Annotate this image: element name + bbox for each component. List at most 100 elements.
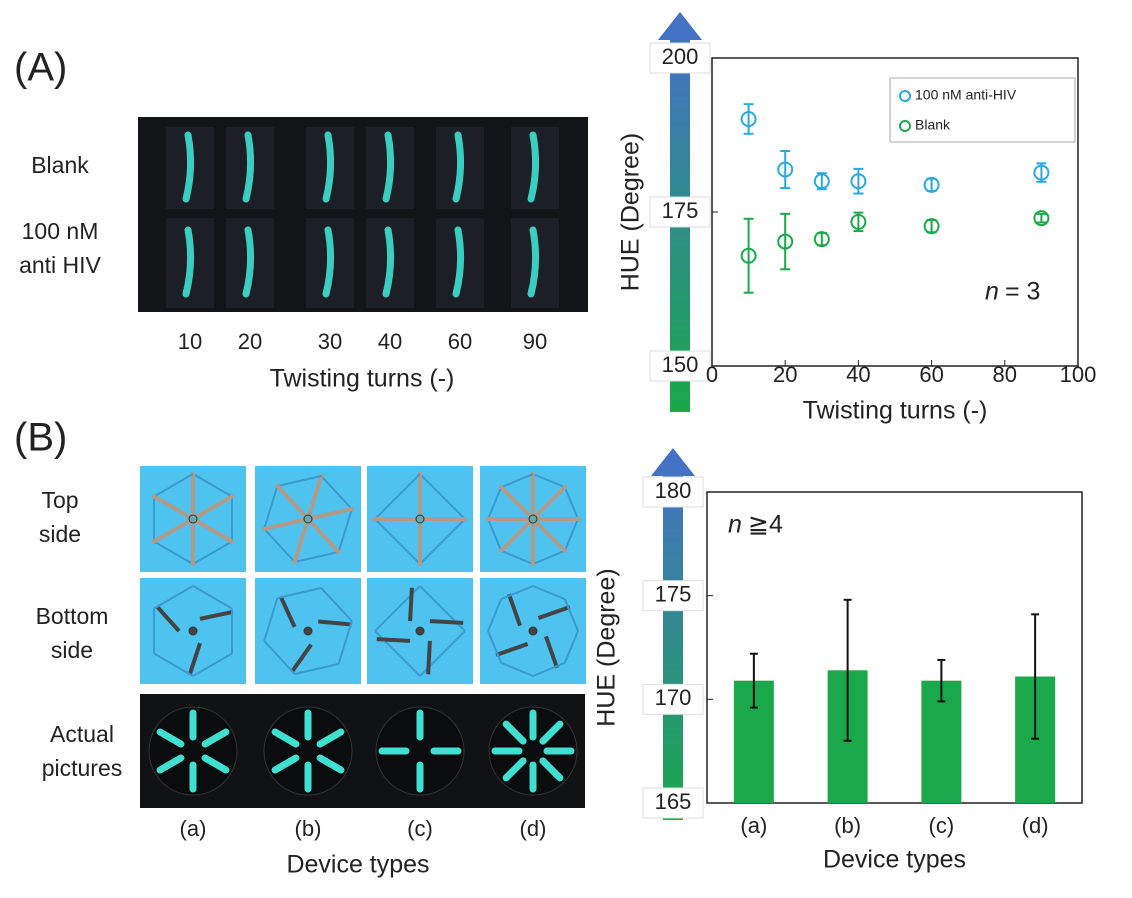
scale-arrow <box>663 474 683 820</box>
guide <box>337 508 353 553</box>
row-label: Bottom <box>36 603 109 629</box>
guide <box>277 475 322 487</box>
guide <box>419 473 466 520</box>
row-label: pictures <box>42 755 123 781</box>
spoke <box>292 518 310 565</box>
x-tick-label: 10 <box>178 329 202 354</box>
y-title: HUE (Degree) <box>617 133 645 291</box>
x-tick-label: (b) <box>834 813 861 838</box>
legend-marker <box>899 90 911 102</box>
hub <box>415 514 425 524</box>
fiber <box>201 728 230 748</box>
tick-box <box>642 683 704 715</box>
tick-box <box>642 476 704 508</box>
guide <box>500 585 534 601</box>
bar-element <box>507 593 522 627</box>
hub <box>303 514 313 524</box>
x-tick-label: 30 <box>318 329 342 354</box>
fiber <box>382 226 395 298</box>
tick-box <box>649 42 711 74</box>
panel-label: (B) <box>14 416 67 460</box>
row-label: side <box>39 521 81 547</box>
guide <box>563 630 579 664</box>
fiber <box>502 757 527 782</box>
bar-element <box>408 587 414 622</box>
bar-element <box>155 604 181 633</box>
legend-label: Blank <box>915 117 951 133</box>
bar-element <box>278 595 297 628</box>
x-tick-label: (c) <box>407 816 433 841</box>
device-photo <box>263 706 353 796</box>
guide <box>153 473 194 498</box>
marker <box>923 218 940 235</box>
plot-frame <box>706 491 1083 804</box>
x-tick-label: (c) <box>929 813 955 838</box>
scale-arrow-head <box>651 448 695 476</box>
device-photo <box>375 706 465 796</box>
y-tick-label: 200 <box>662 44 699 69</box>
hub <box>188 626 198 636</box>
x-tick-label: 90 <box>523 329 547 354</box>
guide <box>500 549 534 565</box>
spoke <box>531 484 568 521</box>
guide <box>500 473 534 489</box>
fiber <box>271 754 300 774</box>
bar-element <box>187 642 202 676</box>
marker <box>777 161 794 178</box>
marker <box>813 231 830 248</box>
marker <box>813 173 830 190</box>
spoke <box>261 517 309 532</box>
fiber <box>156 728 185 748</box>
fiber <box>242 226 255 298</box>
fiber <box>271 728 300 748</box>
fiber <box>182 226 195 298</box>
bar-element <box>426 640 432 675</box>
x-title: Device types <box>823 846 966 874</box>
x-tick-label: 100 <box>1060 362 1097 387</box>
marker <box>1033 164 1050 181</box>
legend-marker <box>899 120 911 132</box>
marker <box>850 213 867 230</box>
hub <box>415 626 425 636</box>
fiber <box>182 131 195 203</box>
x-tick-label: 40 <box>846 362 870 387</box>
guide <box>263 597 279 642</box>
marker <box>923 176 940 193</box>
guide <box>277 587 322 599</box>
guide <box>153 585 194 610</box>
y-tick-label: 180 <box>655 478 692 503</box>
annotation-var: n <box>985 278 999 306</box>
fiber <box>242 131 255 203</box>
guide <box>374 518 421 565</box>
row-label: Blank <box>31 152 89 178</box>
x-title: Twisting turns (-) <box>803 397 988 425</box>
x-tick-label: 60 <box>919 362 943 387</box>
device-photo <box>148 706 238 796</box>
row-label: Actual <box>50 721 114 747</box>
guide <box>500 661 534 677</box>
bar-element <box>495 642 529 657</box>
hub <box>528 626 538 636</box>
x-tick-label: (b) <box>295 816 322 841</box>
bar-element <box>376 637 411 643</box>
guide <box>263 528 296 563</box>
guide <box>532 549 566 565</box>
row-label: 100 nM <box>22 218 99 244</box>
spoke <box>192 493 235 521</box>
spoke <box>531 517 568 554</box>
guide <box>487 486 503 520</box>
spoke <box>498 517 535 554</box>
guide <box>532 585 566 601</box>
x-title: Twisting turns (-) <box>270 365 455 393</box>
guide <box>192 540 233 565</box>
marker <box>850 173 867 190</box>
guide <box>263 485 279 530</box>
spoke <box>192 517 235 545</box>
row-label: anti HIV <box>19 252 101 278</box>
marker <box>1033 210 1050 227</box>
bar-element <box>290 643 313 674</box>
guide <box>532 473 566 489</box>
y-tick-label: 175 <box>655 581 692 606</box>
